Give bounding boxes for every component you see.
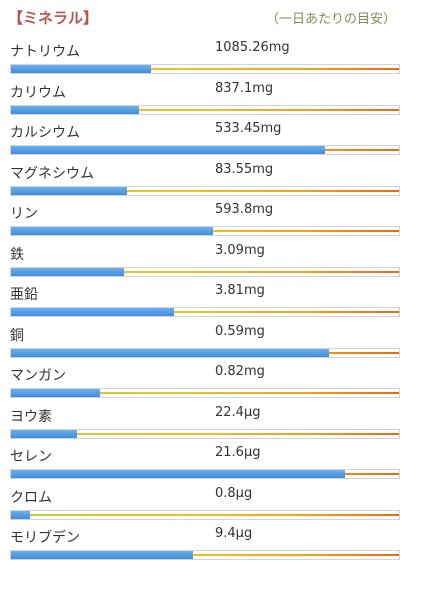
mineral-amount: 593.8mg xyxy=(215,202,274,217)
mineral-progress-fill xyxy=(11,348,330,357)
mineral-progress-track xyxy=(10,347,400,358)
mineral-amount: 3.81mg xyxy=(215,283,265,298)
target-gradient-line xyxy=(11,554,399,556)
target-gradient-line xyxy=(11,108,399,111)
mineral-amount: 3.09mg xyxy=(215,242,265,258)
mineral-name: カルシウム xyxy=(10,125,80,141)
mineral-amount: 83.55mg xyxy=(215,161,274,177)
mineral-name: 鉄 xyxy=(10,246,24,263)
mineral-progress-fill xyxy=(11,65,151,73)
mineral-progress-track xyxy=(10,469,400,479)
mineral-amount: 22.4μg xyxy=(215,404,261,420)
mineral-name: 亜鉛 xyxy=(10,287,38,303)
mineral-amount: 21.6μg xyxy=(215,445,261,460)
mineral-progress-track xyxy=(10,64,400,74)
mineral-progress-fill xyxy=(11,510,31,519)
target-gradient-line xyxy=(11,68,399,70)
mineral-row: カルシウム 533.45mg xyxy=(0,119,432,160)
mineral-progress-track xyxy=(10,266,400,277)
mineral-row: カリウム 837.1mg xyxy=(0,79,432,120)
mineral-row: セレン 21.6μg xyxy=(0,443,432,484)
mineral-progress-track xyxy=(10,509,400,520)
mineral-list: ナトリウム 1085.26mg カリウム 837.1mg カルシウム 533.45mg マグ… xyxy=(0,38,432,565)
mineral-name: モリブデン xyxy=(10,530,80,546)
mineral-progress-fill xyxy=(11,389,101,397)
mineral-name: マグネシウム xyxy=(10,165,94,182)
mineral-name: セレン xyxy=(10,449,52,465)
mineral-row: 鉄 3.09mg xyxy=(0,241,432,282)
mineral-row: モリブデン 9.4μg xyxy=(0,524,432,565)
target-gradient-line xyxy=(11,392,399,394)
mineral-amount: 533.45mg xyxy=(215,121,282,136)
mineral-amount: 9.4μg xyxy=(215,526,253,541)
mineral-row: 銅 0.59mg xyxy=(0,322,432,363)
mineral-amount: 0.59mg xyxy=(215,323,265,339)
mineral-name: カリウム xyxy=(10,84,66,101)
mineral-row: マンガン 0.82mg xyxy=(0,362,432,403)
mineral-progress-track xyxy=(10,307,400,317)
mineral-name: ナトリウム xyxy=(10,44,80,60)
mineral-name: クロム xyxy=(10,489,52,506)
mineral-progress-fill xyxy=(11,146,326,154)
mineral-name: リン xyxy=(10,206,38,222)
mineral-progress-fill xyxy=(11,267,124,276)
mineral-row: ヨウ素 22.4μg xyxy=(0,403,432,444)
section-title: 【ミネラル】 xyxy=(8,9,99,27)
mineral-progress-fill xyxy=(11,186,128,195)
mineral-row: ナトリウム 1085.26mg xyxy=(0,38,432,79)
mineral-progress-track xyxy=(10,388,400,398)
mineral-amount: 837.1mg xyxy=(215,80,274,96)
target-gradient-line xyxy=(11,311,399,313)
target-gradient-line xyxy=(11,513,399,516)
mineral-row: 亜鉛 3.81mg xyxy=(0,281,432,322)
mineral-progress-track xyxy=(10,550,400,560)
target-gradient-line xyxy=(11,270,399,273)
mineral-amount: 0.8μg xyxy=(215,485,253,501)
mineral-progress-track xyxy=(10,104,400,115)
daily-guide-note: （一日あたりの目安） xyxy=(265,12,396,27)
mineral-progress-fill xyxy=(11,105,140,114)
mineral-row: リン 593.8mg xyxy=(0,200,432,241)
mineral-progress-fill xyxy=(11,470,345,478)
mineral-amount: 0.82mg xyxy=(215,364,265,379)
mineral-progress-fill xyxy=(11,551,194,559)
target-gradient-line xyxy=(11,432,399,435)
mineral-row: マグネシウム 83.55mg xyxy=(0,160,432,201)
mineral-name: マンガン xyxy=(10,368,66,384)
mineral-progress-track xyxy=(10,185,400,196)
mineral-progress-fill xyxy=(11,227,213,235)
target-gradient-line xyxy=(11,189,399,192)
mineral-header: 【ミネラル】 （一日あたりの目安） xyxy=(0,0,432,36)
mineral-name: ヨウ素 xyxy=(10,408,52,425)
mineral-row: クロム 0.8μg xyxy=(0,484,432,525)
mineral-progress-track xyxy=(10,226,400,236)
mineral-name: 銅 xyxy=(10,327,24,344)
mineral-progress-track xyxy=(10,428,400,439)
mineral-progress-track xyxy=(10,145,400,155)
mineral-progress-fill xyxy=(11,429,77,438)
mineral-progress-fill xyxy=(11,308,174,316)
mineral-amount: 1085.26mg xyxy=(215,40,290,55)
